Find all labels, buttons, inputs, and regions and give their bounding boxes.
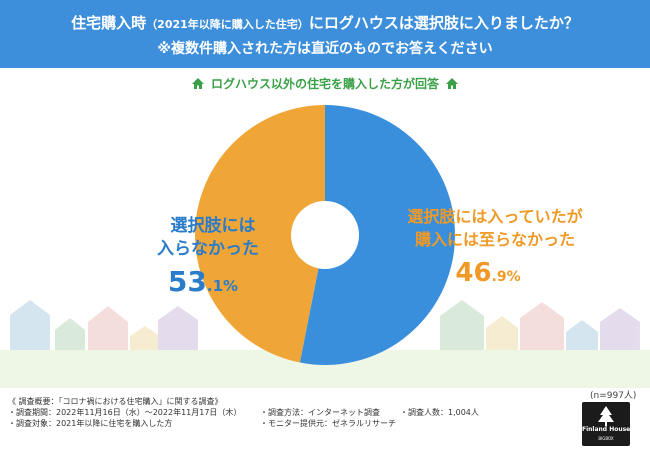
house-icon [191, 78, 204, 89]
title-band: 住宅購入時（2021年以降に購入した住宅）にログハウスは選択肢に入りましたか？ … [0, 0, 650, 68]
value-orange-minor: .9% [492, 269, 521, 285]
value-blue-minor: .1% [207, 277, 238, 295]
tree-icon [598, 406, 614, 426]
town-background [0, 300, 650, 388]
house-icon [446, 78, 458, 89]
title-line-1: 住宅購入時（2021年以降に購入した住宅）にログハウスは選択肢に入りましたか？ [0, 12, 650, 33]
slice-label-blue: 選択肢には 入らなかった 53.1% [157, 215, 259, 298]
survey-period: ・調査期間：2022年11月16日（水）～2022年11月17日（木） [8, 408, 242, 417]
pie-slice-1 [299, 105, 455, 365]
label-orange-line2: 購入には至らなかった [414, 230, 575, 249]
title-main-a: 住宅購入時 [71, 14, 147, 32]
finland-house-logo: Finland House BIGBOX [582, 402, 630, 446]
sample-size: (n=997人) [590, 391, 637, 401]
survey-outline: 《 調査概要：「コロナ禍における住宅購入」に関する調査》 [8, 397, 223, 406]
title-paren: （2021年以降に購入した住宅） [146, 18, 309, 31]
value-orange-major: 46 [455, 258, 491, 288]
survey-respondents: ・調査人数：1,004人 [400, 408, 479, 417]
survey-provider: ・モニター提供元：ゼネラルリサーチ [260, 419, 396, 428]
title-note: ※複数件購入された方は直近のものでお答えください [157, 41, 493, 57]
value-blue-major: 53 [168, 265, 207, 298]
label-orange-line1: 選択肢には入っていたが [407, 207, 582, 226]
slice-label-orange: 選択肢には入っていたが 購入には至らなかった 46.9% [407, 207, 582, 288]
logo-sub: BIGBOX [598, 436, 614, 441]
donut-hole [291, 201, 359, 269]
survey-method: ・調査方法：インターネット調査 [260, 408, 380, 417]
survey-footer: 《 調査概要：「コロナ禍における住宅購入」に関する調査》 ・調査期間：2022年… [8, 396, 241, 429]
subheading: ログハウス以外の住宅を購入した方が回答 [0, 75, 650, 92]
subheading-text: ログハウス以外の住宅を購入した方が回答 [210, 77, 439, 91]
donut-chart [194, 105, 455, 365]
value-blue: 53.1% [168, 265, 238, 298]
title-main-b: にログハウスは選択肢に入りましたか？ [308, 14, 579, 32]
label-blue-line2: 入らなかった [157, 239, 259, 259]
logo-brand: Finland House [582, 426, 631, 433]
pie-slice-2 [194, 105, 325, 363]
survey-target: ・調査対象：2021年以降に住宅を購入した方 [8, 419, 173, 428]
label-blue-line1: 選択肢には [171, 215, 256, 236]
value-orange: 46.9% [455, 258, 520, 288]
